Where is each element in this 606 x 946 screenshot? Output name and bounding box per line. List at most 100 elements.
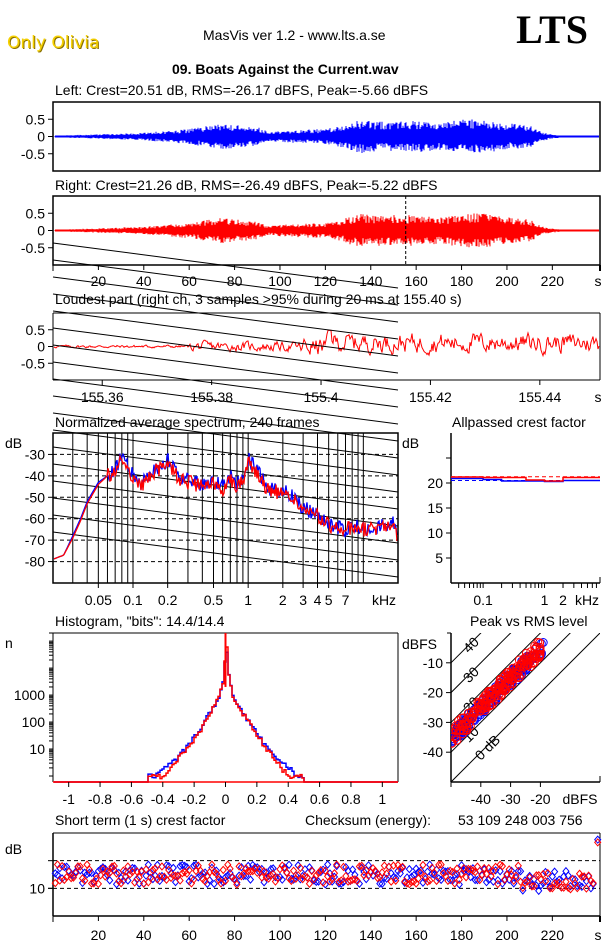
crest-point-right	[392, 876, 400, 886]
crest-point-right	[124, 862, 132, 871]
crest-point-left	[396, 869, 404, 878]
peak-rms-xlabel: dBFS	[562, 791, 597, 807]
crest-point-right	[221, 876, 230, 886]
crest-point-left	[246, 875, 255, 884]
peak-rms-point-right	[469, 710, 478, 720]
histogram-xtick-label: 1	[378, 791, 386, 807]
crest-point-left	[110, 865, 118, 875]
crest-point-left	[203, 879, 211, 889]
crest-point-right	[348, 875, 357, 885]
crest-point-right	[573, 883, 581, 893]
allpassed-xtick-label: 2	[559, 592, 567, 608]
crest-point-right	[448, 867, 457, 877]
crest-xtick-label: 60	[181, 927, 197, 943]
crest-xtick-label: 140	[359, 927, 383, 943]
crest-point-right	[514, 861, 522, 871]
crest-point-left	[378, 879, 386, 889]
peak-rms-crest-line	[451, 633, 512, 693]
crest-point-right	[312, 871, 320, 880]
crest-point-right	[405, 879, 414, 889]
crest-point-right	[153, 875, 162, 884]
spectrum-slope-line	[52, 310, 399, 357]
crest-point-left	[348, 865, 357, 874]
crest-point-right	[305, 879, 314, 888]
peak-rms-point-right	[463, 712, 473, 722]
crest-point-left	[314, 877, 323, 886]
histogram-xtick-label: -0.8	[88, 791, 112, 807]
time-axis-label: 60	[181, 273, 197, 289]
loudest-xtick-label: 155.44	[518, 389, 561, 405]
crest-point-right	[260, 867, 268, 876]
crest-point-right	[566, 884, 575, 894]
crest-point-right	[380, 861, 389, 870]
crest-point-left	[573, 881, 581, 891]
crest-point-left	[53, 870, 62, 880]
loudest-xtick-label: 155.38	[190, 389, 233, 405]
crest-point-left	[485, 875, 493, 884]
crest-point-right	[119, 866, 128, 875]
crest-point-right	[178, 868, 187, 878]
peak-rms-point-right	[451, 738, 457, 748]
time-axis-label: 180	[450, 273, 474, 289]
time-axis-unit: s	[595, 273, 602, 289]
crest-point-right	[108, 862, 116, 871]
crest-point-left	[192, 860, 200, 870]
spectrum-slope-line	[52, 378, 399, 425]
spectrum-slope-line	[52, 531, 399, 578]
crest-point-right	[437, 860, 445, 869]
crest-point-left	[535, 886, 543, 896]
crest-point-right	[482, 869, 491, 879]
crest-point-left	[106, 876, 114, 885]
crest-point-left	[405, 864, 414, 874]
crest-point-right	[208, 860, 216, 869]
crest-point-right	[151, 864, 159, 873]
histogram-xtick-label: -1	[62, 791, 75, 807]
crest-point-right	[435, 860, 443, 870]
crest-point-left	[571, 875, 579, 884]
peak-rms-point-right	[531, 654, 541, 664]
crest-point-right	[296, 863, 305, 873]
right-waveform-title: Right: Crest=21.26 dB, RMS=-26.49 dBFS, …	[55, 177, 438, 193]
crest-point-right	[165, 865, 173, 875]
crest-point-right	[335, 877, 343, 887]
histogram-xtick-label: 0	[222, 791, 230, 807]
peak-rms-point-right	[455, 726, 465, 735]
histogram-xtick-label: -0.4	[151, 791, 175, 807]
spectrum-frame	[52, 432, 399, 584]
crest-xtick-label: 40	[136, 927, 152, 943]
crest-point-right	[553, 880, 561, 889]
crest-point-right	[255, 864, 264, 874]
histogram-xtick-label: -0.6	[119, 791, 143, 807]
time-axis-label: 220	[541, 273, 565, 289]
crest-point-right	[226, 864, 234, 873]
crest-point-right	[584, 871, 593, 880]
crest-point-right	[471, 867, 479, 877]
crest-point-right	[537, 875, 545, 884]
crest-point-right	[378, 868, 386, 877]
crest-point-left	[269, 864, 277, 873]
crest-point-right	[321, 866, 330, 875]
histogram-xtick-label: -0.2	[182, 791, 206, 807]
crest-point-right	[541, 876, 550, 886]
spectrum-ytick-label: -40	[25, 468, 45, 484]
crest-xtick-label: 200	[495, 927, 519, 943]
crest-point-right	[562, 877, 570, 886]
crest-point-right	[133, 867, 141, 876]
crest-point-right	[337, 876, 345, 885]
peak-rms-point-right	[494, 689, 504, 699]
crest-point-right	[462, 872, 470, 882]
peak-rms-point-right	[451, 732, 458, 742]
crest-point-left	[417, 866, 425, 875]
crest-point-left	[85, 868, 93, 878]
crest-point-right	[201, 877, 209, 886]
crest-point-right	[419, 860, 427, 870]
crest-point-left	[525, 871, 534, 881]
crest-point-right	[76, 862, 84, 871]
spectrum-slope-line	[52, 480, 399, 527]
spectrum-ytick-label: -60	[25, 511, 45, 527]
peak-rms-point-right	[497, 683, 507, 693]
crest-point-right	[532, 871, 541, 880]
crest-point-right	[246, 867, 255, 876]
peak-rms-point-right	[503, 671, 513, 680]
crest-point-left	[237, 862, 246, 872]
